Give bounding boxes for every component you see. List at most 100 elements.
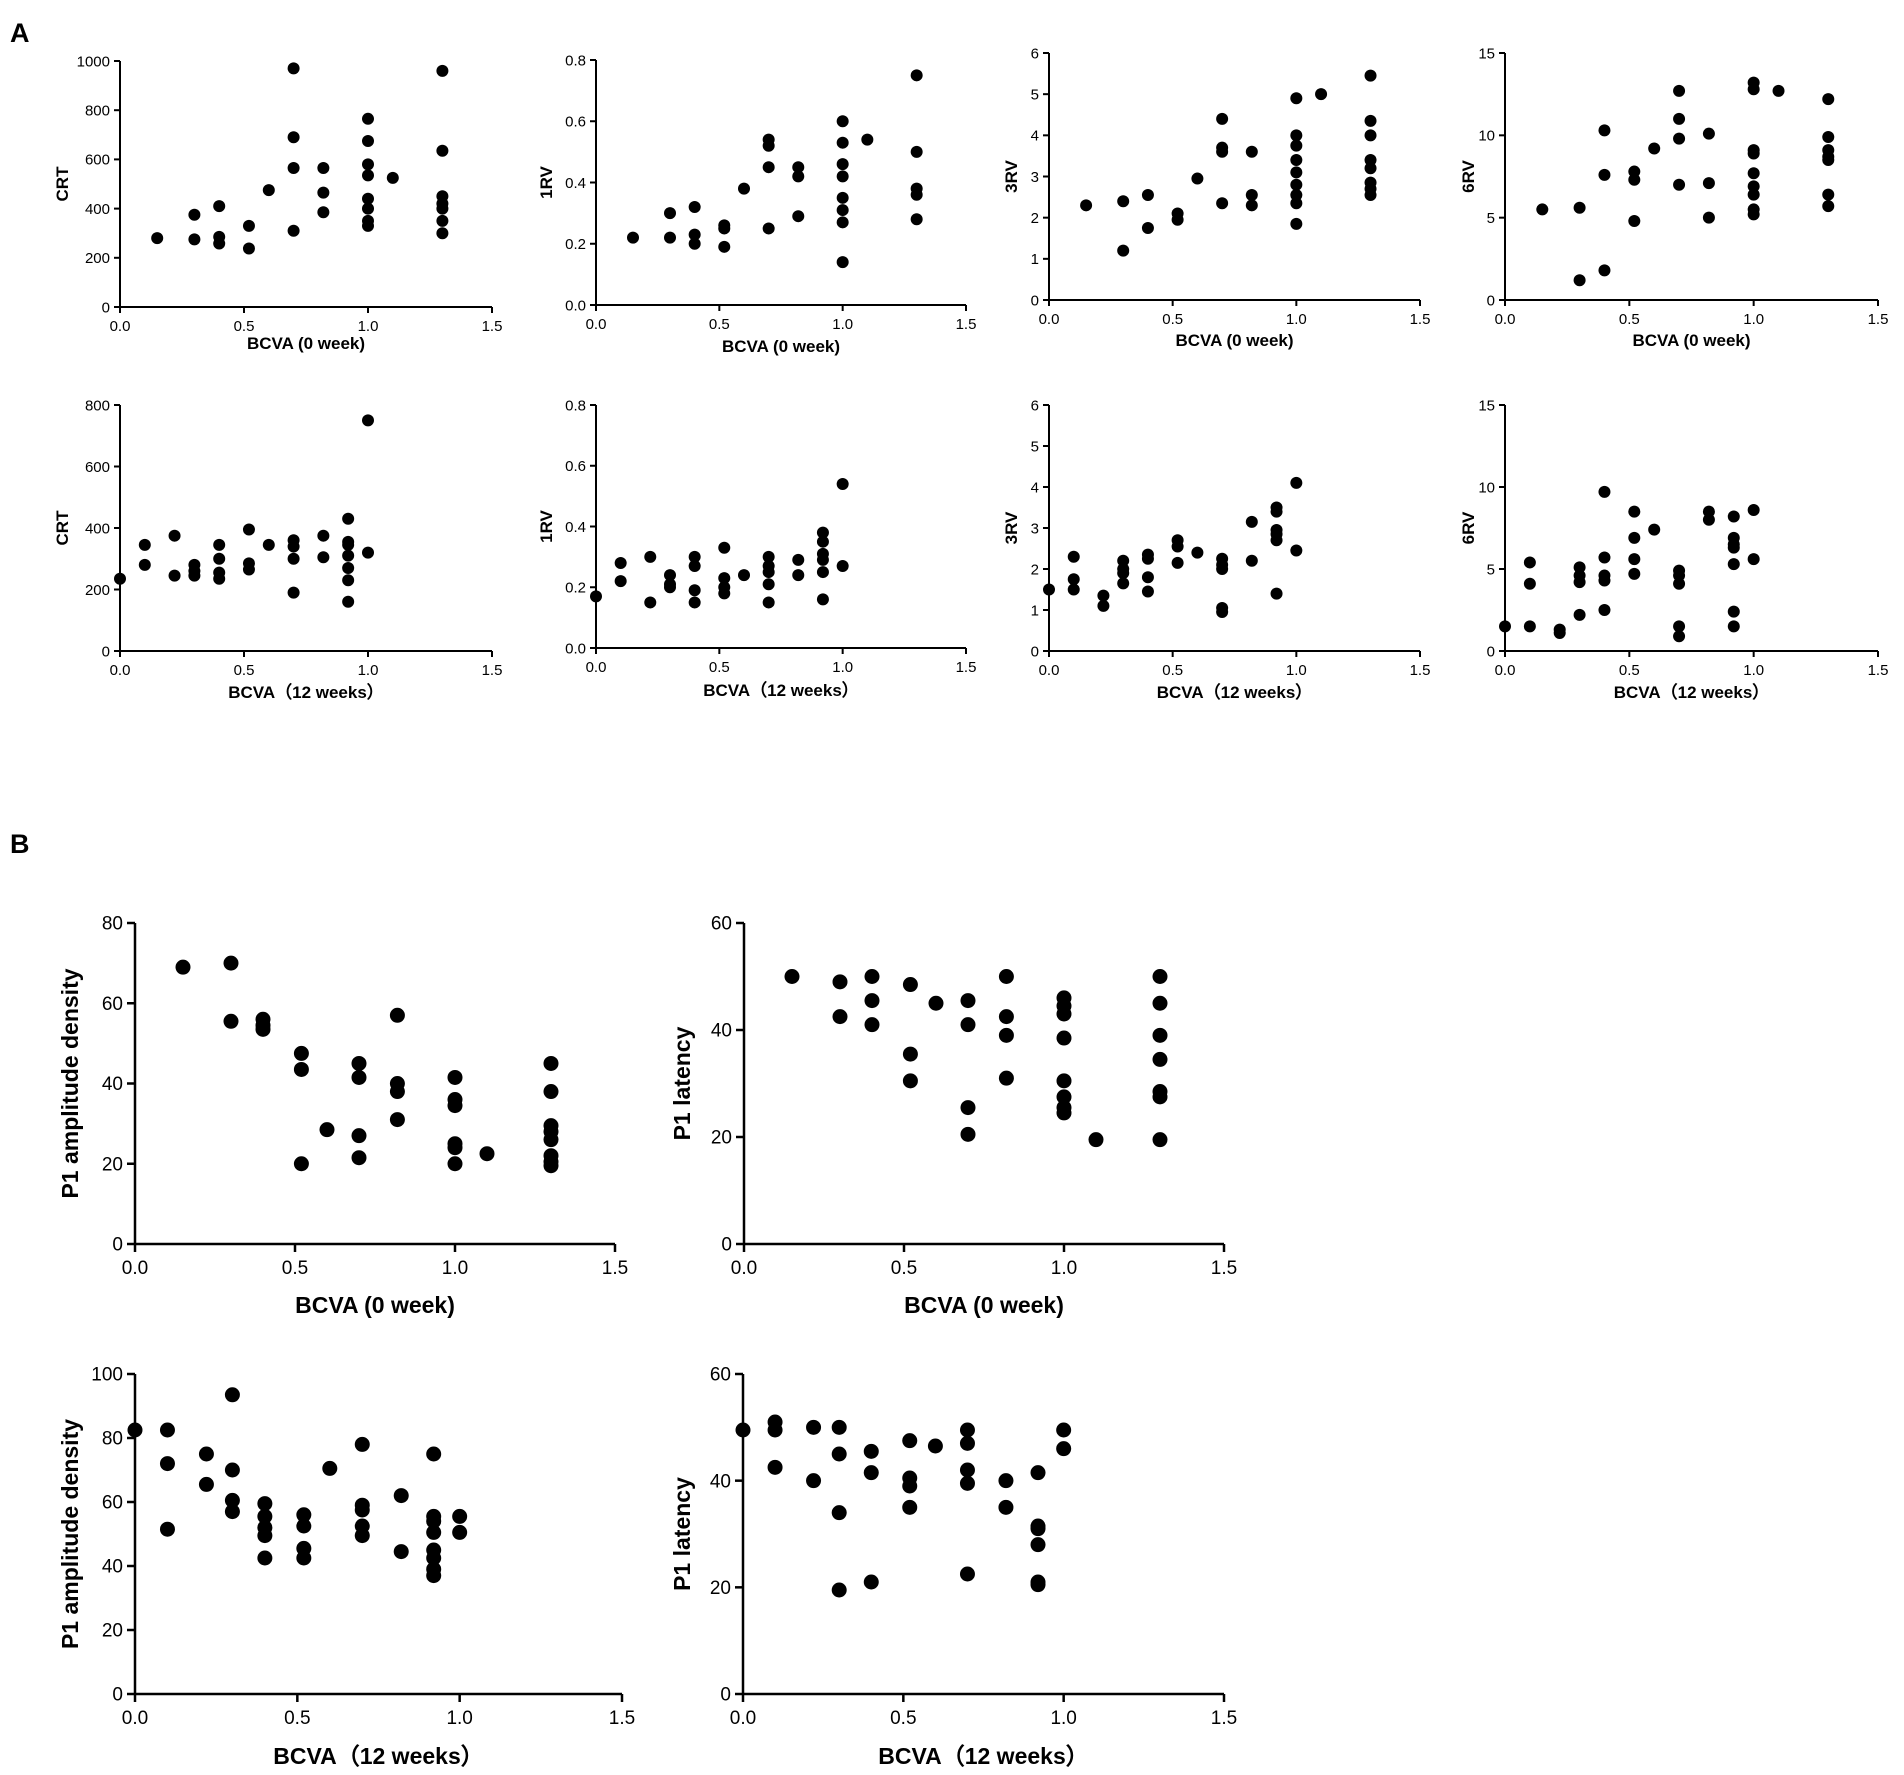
data-point-a3 — [1290, 217, 1303, 230]
plot-b3: 0.0 0.5 1.0 1.5 0 20 40 60 80 100 BCVA（12 weeks） P1… — [57, 1365, 635, 1769]
y-tick-label-a8: 15 — [1478, 397, 1495, 414]
plot-b1: 0.0 0.5 1.0 1.5 0 20 40 60 80 BCVA (0 week) P1 amp… — [57, 914, 628, 1318]
x-axis-title-a2: BCVA (0 week) — [722, 337, 840, 356]
data-point-b1 — [255, 1021, 271, 1037]
data-point-b2 — [784, 969, 800, 984]
data-point-a5 — [242, 563, 255, 576]
data-point-a6 — [644, 596, 657, 609]
data-point-a2 — [762, 222, 775, 235]
data-point-a2 — [664, 207, 676, 220]
data-point-a3 — [1364, 189, 1377, 202]
x-axis-title-a4: BCVA (0 week) — [1632, 331, 1750, 350]
data-point-b3 — [354, 1502, 370, 1518]
x-tick-label-a2: 0.5 — [709, 316, 730, 333]
data-point-a5 — [342, 512, 355, 525]
y-tick-label-a5: 400 — [85, 520, 110, 537]
y-tick-label-a6: 0.6 — [565, 458, 586, 475]
y-axis-title-a1: CRT — [53, 166, 72, 202]
y-tick-label-a2: 0.4 — [565, 175, 586, 192]
y-tick-label-b3: 60 — [102, 1493, 123, 1514]
data-point-b4 — [959, 1422, 975, 1438]
x-tick-label-a7: 0.5 — [1162, 662, 1183, 679]
y-tick-label-a3: 3 — [1031, 169, 1039, 186]
data-point-a4 — [1573, 274, 1586, 287]
data-point-a3 — [1290, 178, 1303, 191]
data-point-b2 — [960, 993, 976, 1009]
data-point-a1 — [362, 202, 374, 215]
data-point-a1 — [287, 131, 300, 144]
data-point-a2 — [627, 231, 639, 244]
data-point-a2 — [792, 170, 805, 183]
data-point-b3 — [426, 1568, 442, 1584]
data-point-b1 — [543, 1158, 559, 1174]
data-point-a5 — [168, 529, 181, 542]
data-point-a7 — [1191, 546, 1204, 559]
y-tick-label-a6: 0.8 — [565, 397, 586, 414]
y-axis-title-b3: P1 amplitude density — [57, 1419, 83, 1649]
data-point-b3 — [354, 1528, 370, 1544]
x-tick-label-a1: 1.0 — [358, 318, 379, 335]
data-point-b1 — [543, 1132, 559, 1148]
data-point-a5 — [213, 572, 226, 585]
x-tick-label-b1: 0.0 — [122, 1258, 148, 1279]
data-point-a6 — [836, 559, 849, 572]
data-point-a7 — [1117, 577, 1130, 590]
data-point-b2 — [1056, 1030, 1072, 1046]
y-tick-label-b4: 20 — [710, 1578, 731, 1599]
data-point-b4 — [902, 1433, 918, 1449]
data-point-a5 — [262, 538, 275, 551]
data-point-a3 — [1216, 197, 1229, 210]
y-tick-label-a7: 0 — [1031, 643, 1039, 660]
y-tick-label-a1: 400 — [85, 201, 110, 218]
data-point-b1 — [293, 1156, 309, 1172]
data-point-a1 — [317, 186, 330, 199]
data-point-a1 — [262, 184, 275, 197]
data-point-b3 — [452, 1508, 468, 1524]
y-axis-title-b2: P1 latency — [669, 1026, 695, 1140]
x-tick-label-b4: 0.0 — [730, 1708, 756, 1729]
data-point-a4 — [1628, 173, 1641, 186]
data-point-a1 — [362, 158, 374, 171]
data-point-a3 — [1364, 162, 1377, 175]
y-tick-label-b2: 40 — [711, 1021, 732, 1042]
data-point-a3 — [1171, 213, 1184, 226]
data-point-a6 — [688, 559, 701, 572]
data-point-b3 — [296, 1507, 312, 1523]
y-tick-label-a1: 200 — [85, 250, 110, 267]
y-tick-label-b3: 40 — [102, 1557, 123, 1578]
x-tick-label-a5: 0.5 — [234, 662, 255, 679]
data-point-b3 — [354, 1436, 370, 1452]
y-tick-label-b1: 60 — [102, 994, 123, 1015]
data-point-b3 — [257, 1508, 273, 1524]
data-point-a4 — [1822, 93, 1835, 106]
data-point-a5 — [138, 538, 151, 551]
data-point-b4 — [1056, 1422, 1072, 1438]
data-point-b3 — [452, 1524, 468, 1540]
x-tick-label-b1: 1.0 — [442, 1258, 468, 1279]
data-point-a5 — [213, 552, 226, 565]
data-point-b3 — [257, 1496, 273, 1512]
data-point-b3 — [426, 1513, 442, 1529]
data-point-b3 — [426, 1446, 442, 1462]
y-tick-label-a7: 1 — [1031, 602, 1039, 619]
data-point-b3 — [224, 1492, 240, 1508]
data-point-a2 — [836, 204, 849, 217]
data-point-a8 — [1628, 505, 1641, 518]
panel-label-b: B — [10, 829, 30, 859]
data-point-a1 — [188, 208, 201, 221]
x-tick-label-a5: 1.5 — [482, 662, 503, 679]
y-tick-label-a6: 0.4 — [565, 519, 586, 536]
data-point-a4 — [1747, 208, 1760, 221]
data-point-b2 — [1152, 969, 1168, 984]
data-point-b1 — [223, 955, 239, 971]
data-point-a1 — [213, 237, 226, 250]
data-point-a6 — [664, 569, 676, 582]
plot-a3: 0.0 0.5 1.0 1.5 0 1 2 3 4 5 6 BCVA (0 week) 3RV — [1002, 45, 1430, 350]
data-point-b1 — [223, 1013, 239, 1029]
data-point-a2 — [738, 182, 750, 195]
data-point-b2 — [928, 995, 944, 1011]
data-point-a3 — [1191, 172, 1204, 185]
data-point-a3 — [1080, 199, 1093, 212]
data-point-b2 — [998, 1009, 1014, 1025]
data-point-b3 — [426, 1524, 442, 1540]
